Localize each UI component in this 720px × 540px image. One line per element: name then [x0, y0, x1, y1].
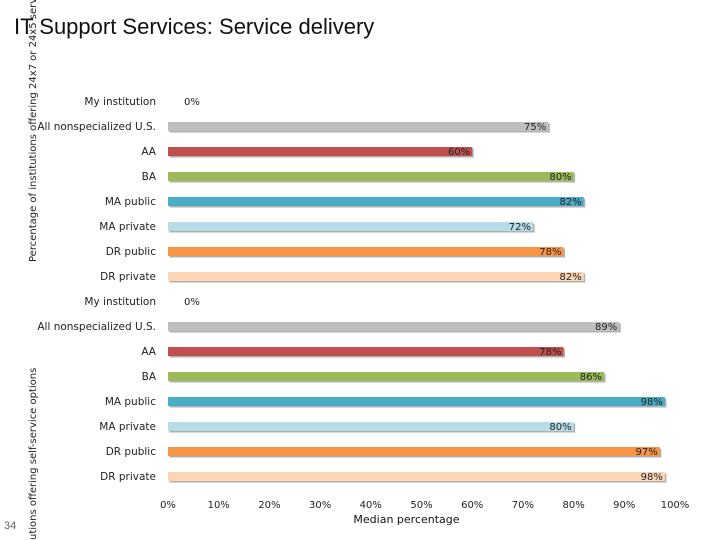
- bar-ma-public-group-1: [168, 197, 584, 206]
- category-label-dr-public: DR public: [106, 446, 157, 458]
- value-label: 60%: [448, 147, 470, 158]
- category-label-aa: AA: [141, 146, 156, 158]
- value-label: 97%: [636, 447, 658, 458]
- x-tick-label: 70%: [512, 500, 534, 511]
- bar-all-nonspecialized-u-s-group-2: [168, 322, 620, 331]
- x-tick-label: 10%: [208, 500, 230, 511]
- category-label-ma-private: MA private: [99, 221, 156, 233]
- group-labels: Percentage of institutions offering 24x7…: [28, 0, 39, 540]
- bar-ma-private-group-1: [168, 222, 534, 231]
- category-label-ba: BA: [142, 171, 157, 183]
- category-label-all-nonspecialized-u-s: All nonspecialized U.S.: [37, 121, 156, 133]
- bar-ba-group-2: [168, 372, 605, 381]
- category-label-ma-private: MA private: [99, 421, 156, 433]
- value-label: 82%: [560, 197, 582, 208]
- value-label: 89%: [595, 322, 617, 333]
- x-tick-label: 60%: [461, 500, 483, 511]
- category-label-ma-public: MA public: [105, 196, 156, 208]
- bar-dr-private-group-2: [168, 472, 665, 481]
- bar-aa-group-2: [168, 347, 564, 356]
- x-tick-label: 0%: [160, 500, 176, 511]
- group-label-1: Percentage of institutions offering 24x7…: [28, 0, 39, 262]
- page-number: 34: [4, 520, 17, 532]
- x-axis-title: Median percentage: [353, 513, 459, 526]
- value-label: 98%: [641, 472, 663, 483]
- x-tick-label: 50%: [410, 500, 432, 511]
- x-tick-label: 30%: [309, 500, 331, 511]
- category-label-my-institution: My institution: [84, 296, 156, 308]
- bar-ma-private-group-2: [168, 422, 574, 431]
- x-tick-label: 100%: [661, 500, 690, 511]
- bars: My institution 0% All nonspecialized U.S. 7…: [37, 96, 667, 483]
- value-label: 75%: [524, 122, 546, 133]
- x-axis: 0% 10% 20% 30% 40% 50% 60% 70% 80% 90% 100% Median …: [160, 500, 689, 526]
- category-label-aa: AA: [141, 346, 156, 358]
- bar-ba-group-1: [168, 172, 574, 181]
- value-label: 80%: [549, 422, 571, 433]
- category-label-all-nonspecialized-u-s: All nonspecialized U.S.: [37, 321, 156, 333]
- x-tick-label: 40%: [360, 500, 382, 511]
- group-label-2: utions offering self-service options: [28, 368, 39, 540]
- bar-aa-group-1: [168, 147, 473, 156]
- value-label: 72%: [509, 222, 531, 233]
- value-label: 0%: [184, 97, 200, 108]
- x-tick-label: 20%: [258, 500, 280, 511]
- value-label: 98%: [641, 397, 663, 408]
- value-label: 80%: [549, 172, 571, 183]
- bar-dr-public-group-2: [168, 447, 660, 456]
- x-tick-label: 80%: [562, 500, 584, 511]
- value-label: 78%: [539, 347, 561, 358]
- slide-title: IT Support Services: Service delivery: [14, 14, 375, 39]
- category-label-dr-private: DR private: [100, 271, 156, 283]
- category-label-ma-public: MA public: [105, 396, 156, 408]
- value-label: 78%: [539, 247, 561, 258]
- value-label: 0%: [184, 297, 200, 308]
- category-label-dr-public: DR public: [106, 246, 157, 258]
- bar-dr-public-group-1: [168, 247, 564, 256]
- value-label: 82%: [560, 272, 582, 283]
- category-label-my-institution: My institution: [84, 96, 156, 108]
- x-tick-label: 90%: [613, 500, 635, 511]
- category-label-dr-private: DR private: [100, 471, 156, 483]
- bar-dr-private-group-1: [168, 272, 584, 281]
- bar-all-nonspecialized-u-s-group-1: [168, 122, 549, 131]
- bar-ma-public-group-2: [168, 397, 665, 406]
- category-label-ba: BA: [142, 371, 157, 383]
- value-label: 86%: [580, 372, 602, 383]
